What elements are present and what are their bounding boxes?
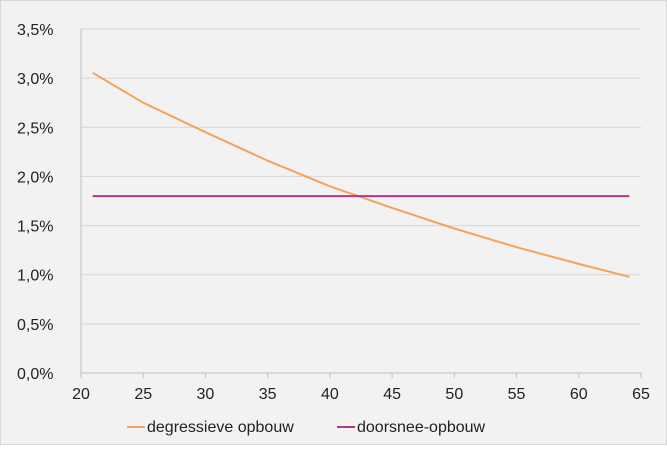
y-tick-label: 1,5% bbox=[17, 219, 53, 236]
y-tick-label: 2,5% bbox=[17, 120, 53, 137]
y-tick-label: 3,5% bbox=[17, 22, 53, 39]
gridlines bbox=[81, 28, 641, 325]
y-tick-label: 3,0% bbox=[17, 71, 53, 88]
x-tick-label: 40 bbox=[321, 386, 339, 403]
x-tick-label: 30 bbox=[197, 386, 215, 403]
x-tick-label: 20 bbox=[72, 386, 90, 403]
series-lines bbox=[92, 72, 630, 278]
legend-label: degressieve opbouw bbox=[147, 419, 294, 436]
y-tick-label: 1,0% bbox=[17, 268, 53, 285]
x-tick-label: 25 bbox=[134, 386, 152, 403]
axes: 0,0% 0,5% 1,0% 1,5% 2,0% 2,5% 3,0% 3,5% 20 25 30 35… bbox=[17, 22, 650, 403]
x-tick-label: 35 bbox=[259, 386, 277, 403]
y-tick-label: 2,0% bbox=[17, 169, 53, 186]
x-tick-label: 60 bbox=[570, 386, 588, 403]
series-line-0 bbox=[92, 72, 630, 278]
x-tick-label: 65 bbox=[632, 386, 650, 403]
y-tick-label: 0,5% bbox=[17, 317, 53, 334]
x-tick-label: 50 bbox=[445, 386, 463, 403]
x-tick-label: 45 bbox=[383, 386, 401, 403]
legend-label: doorsnee-opbouw bbox=[357, 419, 486, 436]
x-tick-label: 55 bbox=[508, 386, 526, 403]
legend: degressieve opbouw doorsnee-opbouw bbox=[127, 419, 486, 436]
y-tick-label: 0,0% bbox=[17, 366, 53, 383]
